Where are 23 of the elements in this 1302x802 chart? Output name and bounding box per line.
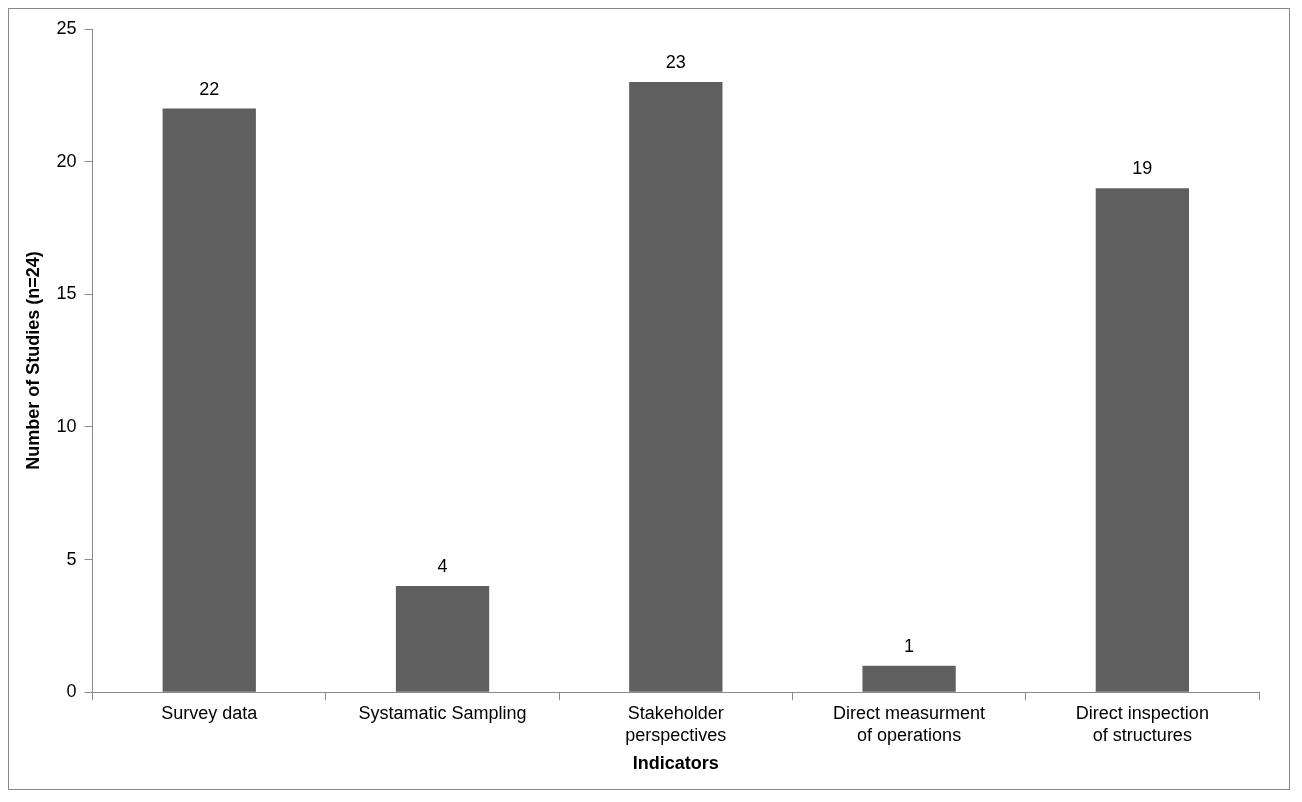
bar — [162, 108, 256, 692]
data-label: 23 — [665, 52, 686, 73]
bar — [1095, 188, 1190, 692]
y-tick-label: 5 — [66, 548, 77, 569]
y-axis-title: Number of Studies (n=24) — [22, 251, 43, 470]
bar — [629, 82, 723, 692]
bar — [395, 586, 490, 692]
x-tick-label: Systamatic Sampling — [358, 702, 527, 723]
data-label: 22 — [199, 78, 220, 99]
data-label: 19 — [1132, 158, 1153, 179]
y-tick-label: 0 — [66, 681, 77, 702]
x-tick-label: Direct measurment of operations — [833, 702, 986, 745]
y-tick-label: 20 — [56, 150, 77, 171]
y-tick-label: 25 — [56, 17, 77, 38]
x-tick-label: Survey data — [161, 702, 259, 723]
x-tick-label: Stakeholder perspectives — [625, 702, 727, 745]
y-tick-label: 10 — [56, 415, 77, 436]
x-axis-title: Indicators — [632, 753, 719, 774]
bar — [862, 665, 956, 692]
x-tick-label: Direct inspection of structures — [1075, 702, 1209, 745]
data-label: 1 — [904, 635, 915, 656]
data-label: 4 — [437, 556, 448, 577]
y-tick-label: 15 — [56, 283, 77, 304]
